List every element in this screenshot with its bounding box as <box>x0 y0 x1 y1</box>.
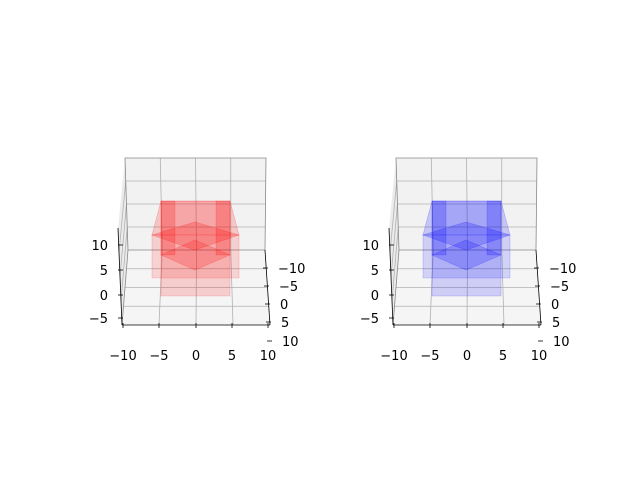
x-tick-label: −5 <box>420 349 439 364</box>
z-tick-label: 10 <box>91 239 108 254</box>
surface-patch <box>151 221 240 251</box>
surface-patch <box>160 200 231 297</box>
surface-patch <box>160 239 231 271</box>
box-edge <box>395 157 538 251</box>
surface-patch <box>215 200 231 256</box>
surface-patch <box>422 200 511 236</box>
side-grid-line <box>390 203 398 277</box>
box-edge <box>121 249 129 326</box>
y-axis-line <box>264 249 271 326</box>
side-grid-line <box>389 180 398 253</box>
z-tick-label: 10 <box>362 239 379 254</box>
y-tick-label: −5 <box>550 280 569 295</box>
x-tick-label: 10 <box>531 349 548 364</box>
chart-panel-2: −5 0 5 10 −10 −5 0 5 10 −10 −5 0 5 10 <box>360 157 576 364</box>
surface-patch <box>431 200 502 297</box>
box-edge <box>124 157 267 251</box>
chart-panel-1: −5 0 5 10 −10 −5 0 5 10 −10 −5 0 5 10 <box>89 157 305 364</box>
surface-patch <box>431 239 502 271</box>
y-tick-label: −10 <box>278 262 305 277</box>
z-tick-label: 5 <box>100 264 108 279</box>
surface-patch <box>422 234 511 279</box>
z-axis-line <box>117 227 123 326</box>
y-tick-label: 5 <box>552 316 560 331</box>
surface-patch <box>486 200 502 256</box>
x-tick-label: 5 <box>228 349 236 364</box>
y-tick-label: −5 <box>279 280 298 295</box>
z-tick-label: 0 <box>371 289 379 304</box>
surface-patch <box>431 200 447 256</box>
x-tick-label: 0 <box>192 349 200 364</box>
y-tick-label: 0 <box>280 298 288 313</box>
surface-patch <box>422 221 511 251</box>
y-tick-label: −10 <box>549 262 576 277</box>
surface-patch <box>151 234 240 279</box>
surface-patch <box>160 200 176 256</box>
side-grid-line <box>118 180 127 253</box>
side-grid-line <box>119 203 127 277</box>
x-tick-label: −10 <box>380 349 407 364</box>
x-tick-label: 5 <box>499 349 507 364</box>
y-tick-label: 5 <box>281 316 289 331</box>
z-tick-label: 0 <box>100 289 108 304</box>
x-tick-label: −5 <box>149 349 168 364</box>
side-grid-line <box>120 226 128 301</box>
x-tick-label: 0 <box>463 349 471 364</box>
z-tick-label: −5 <box>89 312 108 327</box>
y-axis-line <box>535 249 542 326</box>
z-axis-line <box>388 227 394 326</box>
side-grid-line <box>391 226 399 301</box>
x-tick-label: −10 <box>109 349 136 364</box>
y-tick-label: 10 <box>553 335 570 350</box>
box-edge <box>392 249 400 326</box>
z-tick-label: 5 <box>371 264 379 279</box>
x-tick-label: 10 <box>260 349 277 364</box>
surface-patch <box>151 200 240 236</box>
y-tick-label: 10 <box>282 335 299 350</box>
y-tick-label: 0 <box>551 298 559 313</box>
z-tick-label: −5 <box>360 312 379 327</box>
